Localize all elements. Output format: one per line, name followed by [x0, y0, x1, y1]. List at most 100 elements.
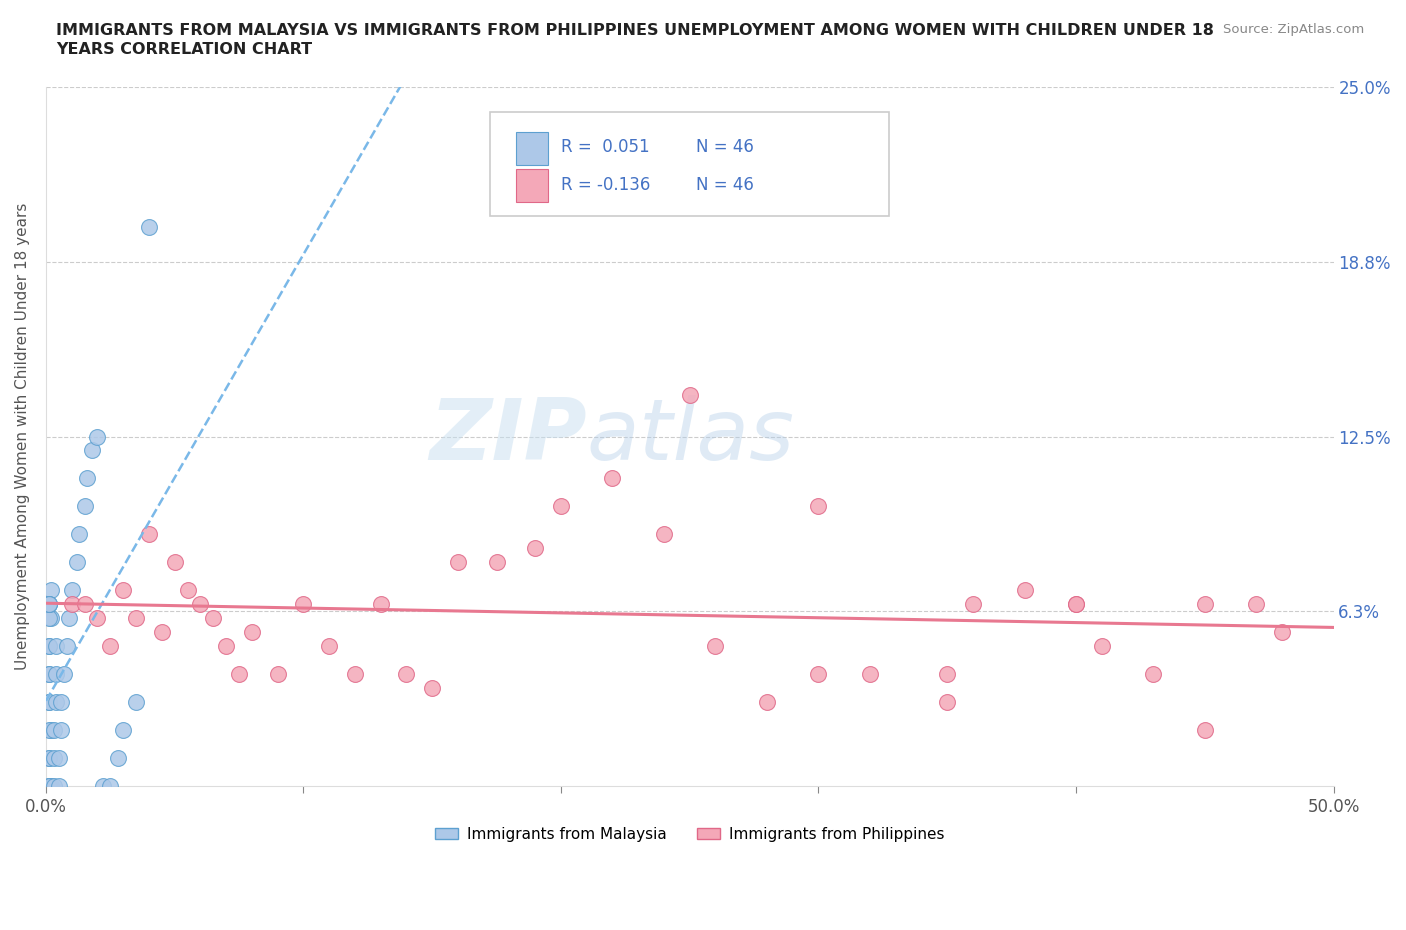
Point: [82, 443, 104, 458]
Point: [42, 723, 65, 737]
Point: [45, 639, 67, 654]
Point: [267, 667, 290, 682]
Point: [98, 778, 121, 793]
Point: [38, 778, 60, 793]
Point: [38, 639, 60, 654]
Point: [86, 429, 108, 444]
Point: [38, 611, 60, 626]
Point: [38, 723, 60, 737]
Point: [53, 667, 76, 682]
Point: [38, 751, 60, 765]
Point: [1271, 625, 1294, 640]
Point: [679, 387, 702, 402]
Point: [48, 751, 70, 765]
Point: [45, 695, 67, 710]
Point: [60, 583, 83, 598]
Point: [138, 219, 160, 234]
Point: [91, 778, 114, 793]
Point: [69, 527, 91, 542]
Point: [756, 695, 779, 710]
Point: [202, 611, 225, 626]
Point: [51, 723, 73, 737]
Point: [936, 695, 959, 710]
Point: [176, 583, 198, 598]
Point: [318, 639, 340, 654]
Bar: [516, 169, 548, 203]
Point: [38, 597, 60, 612]
Point: [86, 611, 108, 626]
Point: [66, 555, 89, 570]
Point: [215, 639, 238, 654]
Point: [652, 527, 675, 542]
Point: [73, 597, 96, 612]
Y-axis label: Unemployment Among Women with Children Under 18 years: Unemployment Among Women with Children U…: [15, 203, 30, 671]
Point: [420, 681, 443, 696]
Text: IMMIGRANTS FROM MALAYSIA VS IMMIGRANTS FROM PHILIPPINES UNEMPLOYMENT AMONG WOMEN: IMMIGRANTS FROM MALAYSIA VS IMMIGRANTS F…: [56, 23, 1215, 38]
Point: [107, 751, 129, 765]
Point: [936, 667, 959, 682]
Point: [58, 611, 80, 626]
Point: [38, 667, 60, 682]
Point: [38, 695, 60, 710]
Text: ZIP: ZIP: [429, 395, 586, 478]
Point: [807, 667, 830, 682]
Point: [138, 527, 160, 542]
Point: [73, 499, 96, 514]
Point: [602, 471, 624, 485]
Point: [39, 778, 62, 793]
Point: [859, 667, 882, 682]
Point: [51, 695, 73, 710]
Point: [962, 597, 984, 612]
Text: R = -0.136: R = -0.136: [561, 176, 651, 194]
Point: [150, 625, 173, 640]
Point: [190, 597, 212, 612]
Point: [76, 471, 98, 485]
Point: [1064, 597, 1087, 612]
Bar: [516, 132, 548, 166]
Point: [38, 778, 60, 793]
Point: [42, 778, 65, 793]
Point: [48, 778, 70, 793]
Point: [228, 667, 250, 682]
Text: N = 46: N = 46: [696, 176, 754, 194]
Point: [524, 541, 547, 556]
Text: N = 46: N = 46: [696, 138, 754, 155]
Point: [55, 639, 77, 654]
Text: YEARS CORRELATION CHART: YEARS CORRELATION CHART: [56, 42, 312, 57]
Point: [1194, 723, 1216, 737]
Point: [1064, 597, 1087, 612]
Point: [1014, 583, 1036, 598]
Point: [60, 597, 83, 612]
Point: [38, 778, 60, 793]
Point: [395, 667, 418, 682]
Point: [343, 667, 366, 682]
Point: [38, 695, 60, 710]
Point: [45, 667, 67, 682]
Text: Source: ZipAtlas.com: Source: ZipAtlas.com: [1223, 23, 1364, 36]
Point: [485, 555, 508, 570]
Point: [447, 555, 470, 570]
Point: [39, 611, 62, 626]
Legend: Immigrants from Malaysia, Immigrants from Philippines: Immigrants from Malaysia, Immigrants fro…: [429, 821, 950, 848]
Point: [292, 597, 315, 612]
Point: [125, 611, 148, 626]
Point: [1194, 597, 1216, 612]
Point: [38, 751, 60, 765]
Point: [38, 639, 60, 654]
Point: [1246, 597, 1268, 612]
FancyBboxPatch shape: [491, 112, 890, 217]
Point: [112, 583, 135, 598]
Point: [42, 751, 65, 765]
Point: [370, 597, 392, 612]
Point: [1091, 639, 1114, 654]
Point: [39, 583, 62, 598]
Point: [550, 499, 572, 514]
Point: [39, 723, 62, 737]
Point: [98, 639, 121, 654]
Point: [163, 555, 186, 570]
Point: [1142, 667, 1164, 682]
Point: [112, 723, 135, 737]
Point: [704, 639, 727, 654]
Point: [125, 695, 148, 710]
Point: [38, 597, 60, 612]
